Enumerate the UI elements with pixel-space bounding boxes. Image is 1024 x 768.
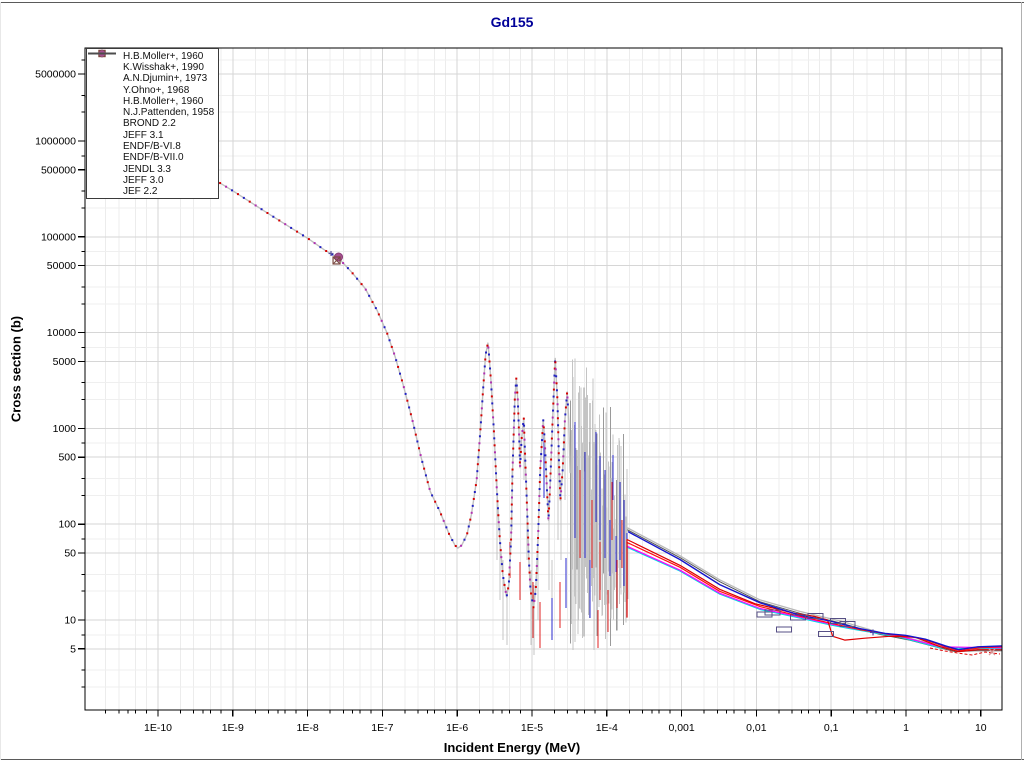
x-tick-label: 1E-9 bbox=[222, 722, 244, 734]
y-tick-label: 10 bbox=[64, 615, 76, 627]
x-tick-label: 0,1 bbox=[824, 722, 839, 734]
legend-item-label: A.N.Djumin+, 1973 bbox=[123, 73, 208, 85]
legend-item-label: JENDL 3.3 bbox=[123, 163, 171, 175]
panel-border-left bbox=[0, 2, 1, 760]
legend-item-2: A.N.Djumin+, 1973 bbox=[87, 50, 218, 85]
y-tick-label: 500000 bbox=[41, 164, 76, 176]
legend-item-label: K.Wisshak+, 1990 bbox=[123, 61, 204, 73]
legend-item-10: JENDL 3.3 bbox=[87, 52, 218, 175]
y-tick-label: 5000 bbox=[53, 356, 77, 368]
panel-border-right bbox=[1021, 2, 1022, 760]
y-tick-label: 100 bbox=[58, 519, 76, 531]
x-tick-label: 0,001 bbox=[668, 722, 694, 734]
y-tick-label: 100000 bbox=[41, 231, 76, 243]
x-tick-label: 1E-6 bbox=[446, 722, 468, 734]
legend-item-label: ENDF/B-VI.8 bbox=[123, 141, 181, 153]
legend-item-label: Y.Ohno+, 1968 bbox=[123, 84, 190, 96]
y-tick-label: 5 bbox=[70, 643, 76, 655]
y-tick-label: 10000 bbox=[47, 327, 76, 339]
y-tick-label: 50 bbox=[64, 548, 76, 560]
x-tick-label: 1 bbox=[903, 722, 909, 734]
x-tick-label: 1E-4 bbox=[596, 722, 618, 734]
legend-item-9: ENDF/B-VII.0 bbox=[87, 52, 218, 164]
legend-item-label: JEFF 3.1 bbox=[123, 129, 164, 141]
legend-item-12: JEF 2.2 bbox=[87, 52, 218, 198]
legend-item-3: Y.Ohno+, 1968 bbox=[87, 49, 218, 96]
legend-item-label: H.B.Moller+, 1960 bbox=[123, 95, 204, 107]
y-axis-title-text: Cross section (b) bbox=[8, 315, 24, 423]
legend-item-4: H.B.Moller+, 1960 bbox=[87, 49, 218, 107]
legend-item-label: N.J.Pattenden, 1958 bbox=[123, 107, 215, 119]
y-tick-label: 500 bbox=[58, 452, 76, 464]
x-tick-label: 0,01 bbox=[746, 722, 767, 734]
panel-border-bottom bbox=[0, 759, 1024, 760]
legend-item-label: JEFF 3.0 bbox=[123, 174, 164, 186]
panel-border-top bbox=[0, 2, 1024, 3]
legend-item-11: JEFF 3.0 bbox=[87, 52, 218, 186]
y-tick-label: 1000 bbox=[53, 423, 77, 435]
legend-item-5: N.J.Pattenden, 1958 bbox=[87, 50, 218, 119]
x-tick-label: 1E-5 bbox=[521, 722, 543, 734]
legend-item-7: JEFF 3.1 bbox=[87, 52, 218, 141]
legend-item-1: K.Wisshak+, 1990 bbox=[87, 49, 218, 73]
x-tick-label: 1E-7 bbox=[371, 722, 393, 734]
legend-item-label: JEF 2.2 bbox=[123, 186, 158, 198]
x-axis-title: Incident Energy (MeV) bbox=[443, 740, 581, 755]
legend-box: H.B.Moller+, 1960 K.Wisshak+, 1990 A.N.Dju… bbox=[86, 48, 219, 199]
legend-item-6: BROND 2.2 bbox=[87, 52, 218, 130]
chart-title: Gd155 bbox=[490, 14, 534, 30]
x-tick-label: 1E-8 bbox=[297, 722, 319, 734]
x-tick-label: 10 bbox=[975, 722, 987, 734]
legend-item-label: ENDF/B-VII.0 bbox=[123, 152, 184, 164]
y-tick-label: 1000000 bbox=[35, 136, 76, 148]
legend-item-label: BROND 2.2 bbox=[123, 118, 176, 130]
y-tick-label: 5000000 bbox=[35, 69, 76, 81]
x-tick-label: 1E-10 bbox=[144, 722, 172, 734]
legend-item-label: H.B.Moller+, 1960 bbox=[123, 50, 204, 62]
y-tick-label: 50000 bbox=[47, 260, 76, 272]
legend-item-8: ENDF/B-VI.8 bbox=[87, 52, 218, 153]
